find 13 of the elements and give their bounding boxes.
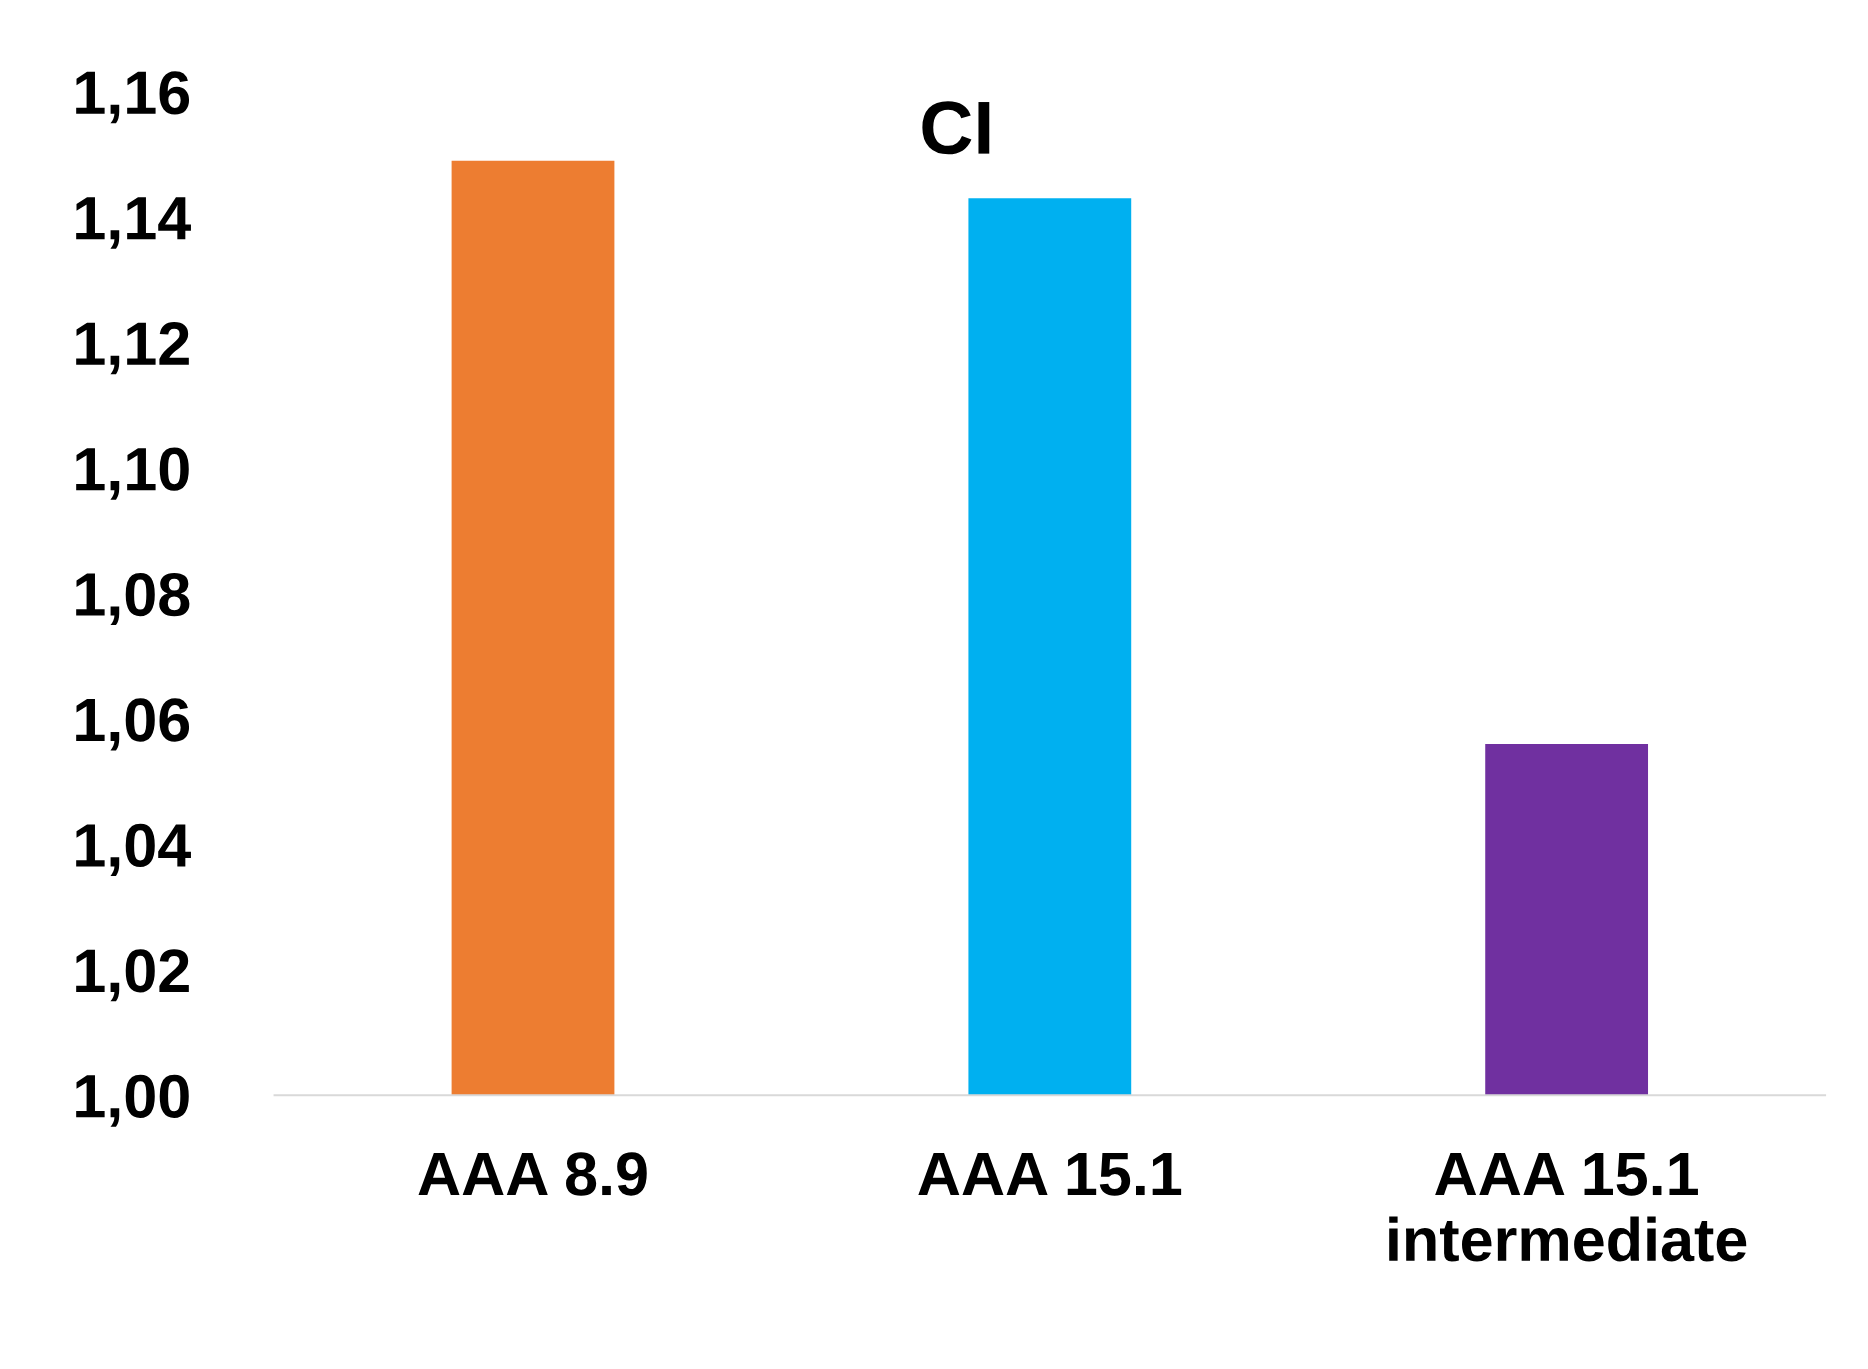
y-tick-label: 1,16 xyxy=(76,71,190,124)
x-tick-label: AAA 15.1 intermediate xyxy=(1389,1153,1747,1262)
y-tick-label: 1,02 xyxy=(76,949,189,1002)
y-tick-label: 1,12 xyxy=(76,322,189,375)
y-tick-label: 1,00 xyxy=(76,1074,189,1127)
x-tick-label: AAA 15.1 xyxy=(918,1153,1182,1196)
y-tick-label: 1,14 xyxy=(76,197,191,249)
chart-title: CI xyxy=(922,101,990,155)
y-tick-label: 1,06 xyxy=(76,698,190,751)
y-tick-label: 1,04 xyxy=(76,823,191,876)
y-tick-label: 1,10 xyxy=(76,447,189,500)
y-tick-label: 1,08 xyxy=(76,572,190,626)
x-tick-label: AAA 8.9 xyxy=(418,1152,647,1196)
